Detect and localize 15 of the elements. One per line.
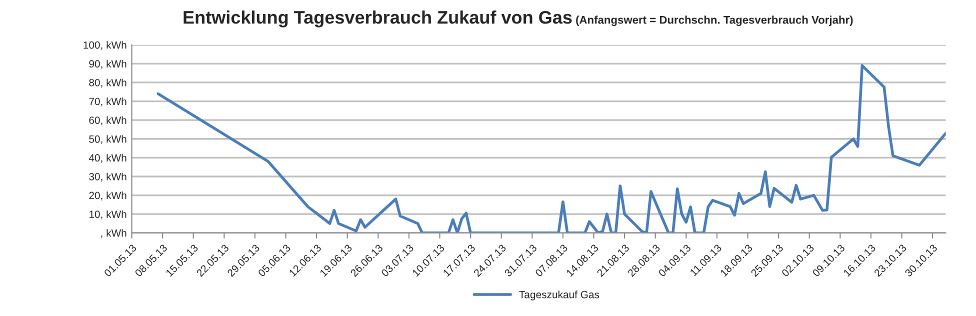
- y-tick-label: 90, kWh: [89, 60, 126, 69]
- y-tick-label: 20, kWh: [89, 192, 126, 200]
- y-tick-label: 70, kWh: [89, 98, 126, 106]
- chart-subtitle: (Anfangswert = Durchschn. Tagesverbrauch Vorjahr): [576, 16, 853, 26]
- chart-title: Entwicklung Tagesverbrauch Zukauf von Gas: [184, 10, 572, 28]
- y-tick-label: , kWh: [101, 229, 126, 238]
- y-tick-label: 40, kWh: [88, 154, 126, 163]
- y-tick-label: 80, kWh: [89, 78, 126, 88]
- y-tick-label: 10, kWh: [89, 210, 126, 220]
- y-tick-label: 100, kWh: [84, 41, 126, 50]
- y-tick-label: 60, kWh: [89, 116, 126, 126]
- y-tick-label: 50, kWh: [89, 135, 126, 144]
- y-tick-label: 30, kWh: [89, 172, 126, 182]
- legend-label: Tageszukauf Gas: [519, 290, 600, 300]
- line-series: [156, 64, 946, 233]
